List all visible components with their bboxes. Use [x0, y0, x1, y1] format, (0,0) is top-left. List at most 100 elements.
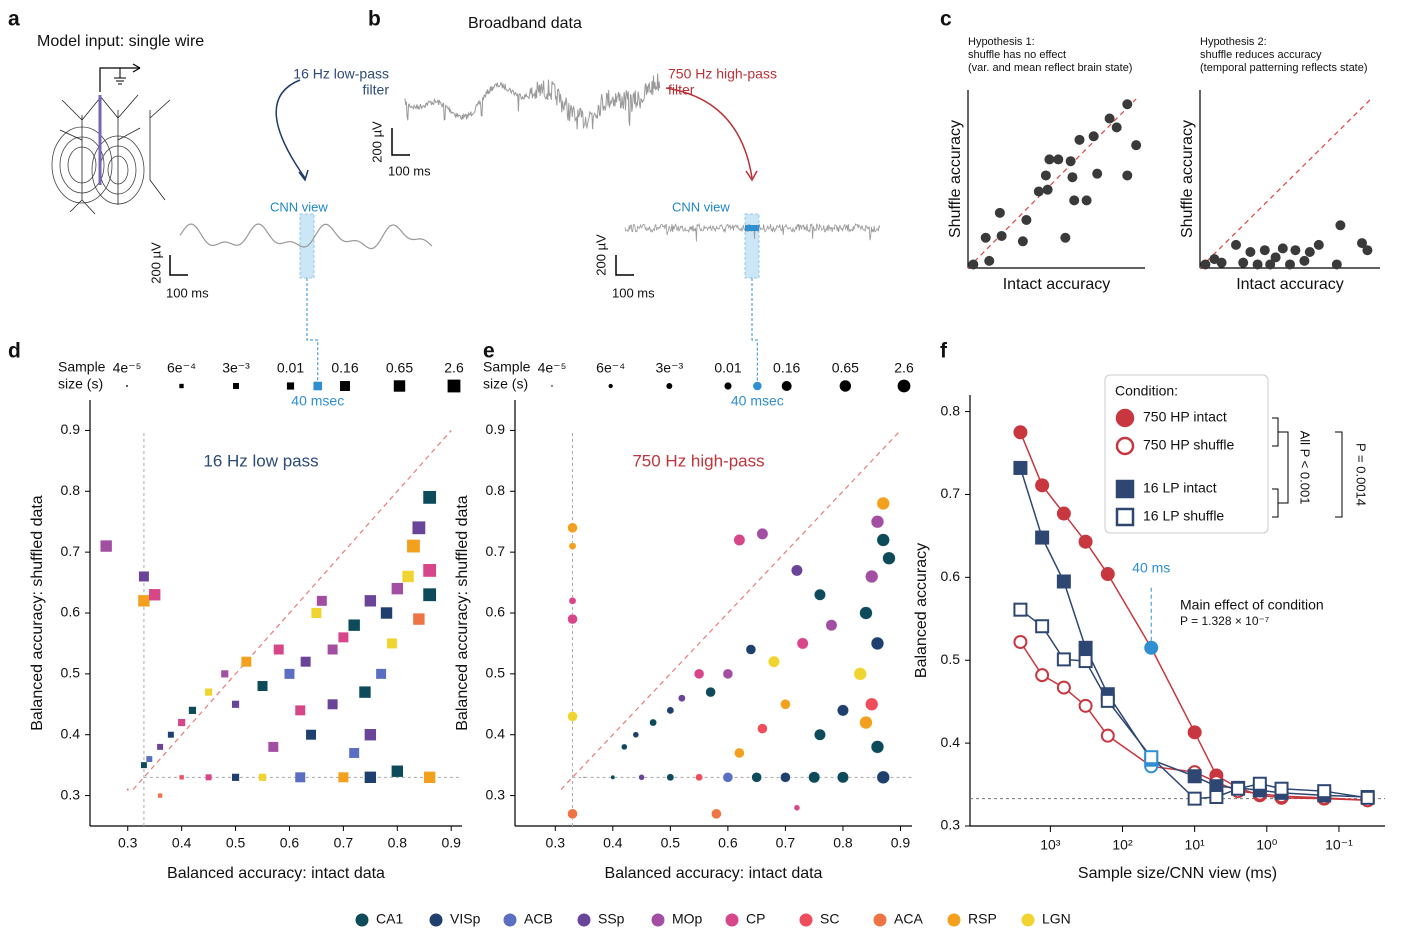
legend-label: MOp	[672, 911, 703, 927]
x-tick-label: 0.5	[661, 835, 681, 851]
point	[1144, 750, 1159, 765]
point	[258, 773, 267, 781]
point	[722, 772, 734, 783]
legend-marker	[1115, 408, 1135, 428]
connector	[751, 278, 758, 382]
y-tick-label: 0.6	[941, 568, 961, 584]
scale-bar	[169, 255, 188, 276]
legend-label: ACB	[524, 911, 553, 927]
point	[876, 533, 890, 547]
point	[1021, 214, 1032, 225]
point	[757, 723, 768, 734]
size-legend-label: 4e⁻⁵	[538, 360, 567, 376]
scale-voltage: 200 µV	[148, 242, 163, 284]
point	[1144, 640, 1159, 655]
point	[1317, 784, 1332, 799]
point	[407, 539, 420, 553]
point	[1069, 195, 1080, 206]
point	[1335, 220, 1346, 231]
point	[745, 644, 757, 655]
point	[423, 490, 437, 504]
point	[348, 619, 360, 631]
legend-label: VISp	[450, 911, 481, 927]
point	[583, 776, 586, 779]
filter-label: filter	[363, 82, 390, 98]
bracket	[1272, 417, 1289, 518]
x-tick-label: 0.7	[334, 835, 354, 851]
scale-bar	[391, 128, 410, 156]
y-axis-label: Shuffle accuracy	[1179, 120, 1196, 238]
legend-marker	[1115, 507, 1135, 527]
legend-marker	[1115, 479, 1135, 499]
point	[1270, 252, 1281, 263]
point	[1362, 245, 1373, 256]
point	[391, 582, 404, 595]
point	[693, 668, 705, 680]
x-tick-label: 0.4	[172, 835, 192, 851]
size-legend-label: 0.16	[331, 360, 358, 376]
identity-line	[132, 430, 452, 790]
scale-time: 100 ms	[388, 163, 431, 178]
point	[1111, 122, 1122, 133]
point	[567, 711, 578, 722]
point	[1299, 255, 1310, 266]
y-tick-label: 0.8	[941, 402, 961, 418]
point	[327, 644, 338, 655]
scale-time: 100 ms	[612, 285, 655, 300]
legend-marker	[1115, 436, 1135, 456]
point	[870, 515, 885, 529]
point	[865, 569, 879, 584]
y-tick-label: 0.7	[486, 543, 506, 559]
x-tick-label: 0.6	[718, 835, 738, 851]
point	[1078, 640, 1093, 655]
x-axis-label: Intact accuracy	[1003, 276, 1111, 293]
legend-marker	[873, 913, 887, 927]
point	[1035, 619, 1050, 634]
point	[1131, 140, 1142, 151]
panel-label: e	[483, 340, 495, 363]
panel-label: b	[368, 8, 381, 31]
x-tick-label: 0.3	[118, 835, 138, 851]
point	[882, 551, 896, 565]
point	[157, 793, 163, 798]
point	[567, 613, 578, 625]
point	[126, 788, 129, 791]
point	[205, 688, 213, 696]
size-legend-marker	[447, 379, 461, 393]
scale-voltage: 200 µV	[593, 234, 608, 276]
point	[338, 632, 349, 643]
y-tick-label: 0.7	[61, 543, 81, 559]
point	[1035, 668, 1050, 683]
x-tick-label: 0.9	[891, 835, 911, 851]
legend-box	[1104, 374, 1269, 534]
point	[140, 762, 147, 769]
point	[1040, 170, 1051, 181]
point	[695, 773, 703, 782]
x-tick-label: 0.3	[546, 835, 566, 851]
legend-label: LGN	[1042, 911, 1071, 927]
point	[1013, 425, 1028, 440]
legend-marker	[429, 913, 443, 927]
point	[768, 655, 780, 668]
chart-title: 750 Hz high-pass	[632, 451, 764, 470]
point	[100, 540, 112, 552]
point	[284, 668, 295, 679]
legend-label: 750 HP intact	[1143, 409, 1227, 425]
point	[1265, 259, 1276, 270]
point	[638, 774, 645, 781]
point	[295, 772, 306, 783]
size-legend-label: 3e⁻³	[222, 360, 250, 376]
point	[1245, 246, 1256, 257]
point	[364, 595, 377, 607]
filter-label: 750 Hz high-pass	[668, 66, 777, 82]
point	[567, 522, 578, 533]
size-legend-marker	[666, 383, 673, 389]
point	[837, 704, 849, 717]
point	[413, 613, 425, 625]
size-legend-label: 2.6	[444, 360, 464, 376]
x-tick-label: 0.8	[388, 835, 408, 851]
point	[568, 542, 577, 550]
highlight-label: 40 ms	[1132, 560, 1170, 576]
x-tick-label: 0.7	[776, 835, 796, 851]
point	[1100, 693, 1115, 708]
